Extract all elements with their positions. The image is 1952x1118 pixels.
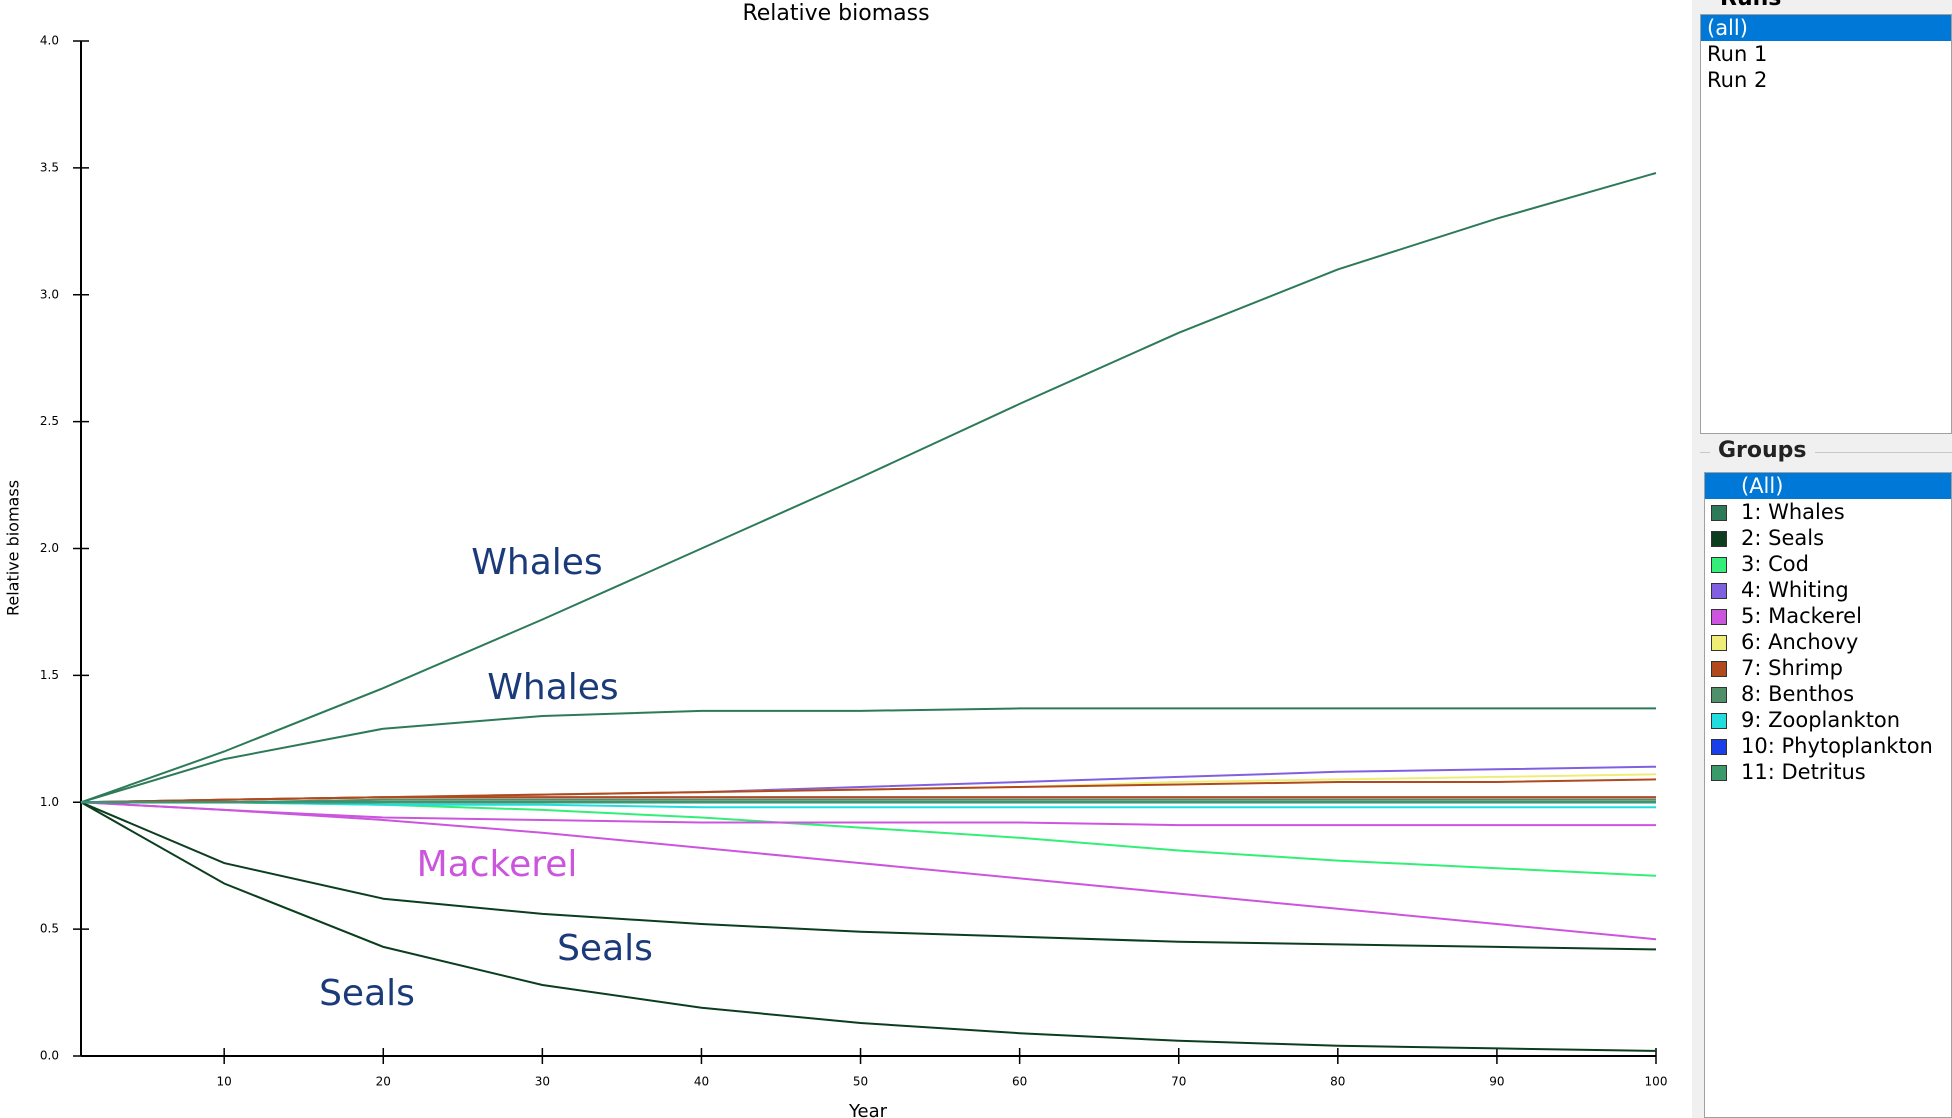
y-axis-label: Relative biomass [4,480,23,616]
x-tick-label: 80 [1330,1075,1345,1089]
series-line [80,801,1657,951]
group-item[interactable]: 11: Detritus [1705,759,1951,785]
legend-swatch [1711,687,1727,703]
run-item[interactable]: Run 1 [1707,42,1768,66]
group-item[interactable]: 3: Cod [1705,551,1951,577]
annotation: Seals [319,973,415,1014]
group-item[interactable]: 7: Shrimp [1705,655,1951,681]
x-axis-label: Year [848,1101,888,1118]
y-tick-label: 1.5 [40,668,59,682]
chart: Relative biomass Relative biomass Year 0… [4,1,1668,1118]
group-item[interactable]: (All) [1705,473,1951,499]
group-item[interactable]: 6: Anchovy [1705,629,1951,655]
group-item[interactable]: 9: Zooplankton [1705,707,1951,733]
run-item[interactable]: Run 2 [1707,68,1768,92]
group-item[interactable]: 10: Phytoplankton [1705,733,1951,759]
y-tick-label: 0.5 [40,922,59,936]
legend-label: 8: Benthos [1741,682,1855,706]
series-line [80,801,1657,941]
legend-swatch [1711,609,1727,625]
divider [1700,452,1952,453]
runs-title: Runs [1720,0,1781,11]
legend-label: 6: Anchovy [1741,630,1859,654]
annotation: Mackerel [417,844,578,885]
series-line [80,801,1656,827]
y-tick-label: 1.0 [40,795,59,809]
runs-list[interactable]: (all) Run 1 Run 2 [1700,14,1952,434]
y-tick-label: 3.5 [40,160,59,174]
series-line [80,778,1657,804]
annotation: Whales [487,667,618,708]
chart-title: Relative biomass [742,1,929,26]
x-tick-label: 40 [694,1075,709,1089]
y-tick-label: 3.0 [40,287,59,301]
group-item[interactable]: 1: Whales [1705,499,1951,525]
legend-label: 1: Whales [1741,500,1845,524]
legend-swatch [1711,739,1727,755]
x-tick-label: 60 [1012,1075,1027,1089]
annotation: Whales [471,542,602,583]
y-tick-label: 2.0 [40,541,59,555]
legend-swatch [1711,557,1727,573]
run-item[interactable]: (all) [1701,15,1951,41]
legend-label: 7: Shrimp [1741,656,1844,680]
legend-label: 4: Whiting [1741,578,1849,602]
legend-swatch [1711,765,1727,781]
legend-swatch [1711,713,1727,729]
x-tick-label: 90 [1489,1075,1504,1089]
x-tick-label: 30 [535,1075,550,1089]
legend-label: 2: Seals [1741,526,1825,550]
legend-swatch [1711,635,1727,651]
legend-swatch [1711,505,1727,521]
series-line [80,172,1657,804]
y-tick-label: 2.5 [40,414,59,428]
x-tick-label: 70 [1171,1075,1186,1089]
group-item[interactable]: 5: Mackerel [1705,603,1951,629]
group-item[interactable]: 8: Benthos [1705,681,1951,707]
series-line [81,798,1656,804]
groups-title: Groups [1710,438,1815,463]
x-tick-label: 20 [376,1075,391,1089]
series-line [80,707,1656,804]
legend-label: 10: Phytoplankton [1741,734,1933,758]
annotation: Seals [557,928,653,969]
y-tick-label: 4.0 [40,34,59,48]
x-tick-label: 10 [217,1075,232,1089]
y-tick-label: 0.0 [40,1049,59,1063]
x-tick-label: 50 [853,1075,868,1089]
group-item[interactable]: 2: Seals [1705,525,1951,551]
legend-label: 5: Mackerel [1741,604,1862,628]
legend-label: 11: Detritus [1741,760,1866,784]
legend-label: 3: Cod [1741,552,1809,576]
group-item[interactable]: 4: Whiting [1705,577,1951,603]
legend-swatch [1711,583,1727,599]
legend-swatch [1711,531,1727,547]
series-line [80,801,1657,1052]
groups-list[interactable]: (All) 1: Whales 2: Seals 3: Cod 4: Whiting 5:… [1704,472,1952,1118]
legend-label: 9: Zooplankton [1741,708,1901,732]
x-tick-label: 100 [1645,1075,1668,1089]
series-line [81,801,1656,809]
legend-swatch [1711,661,1727,677]
